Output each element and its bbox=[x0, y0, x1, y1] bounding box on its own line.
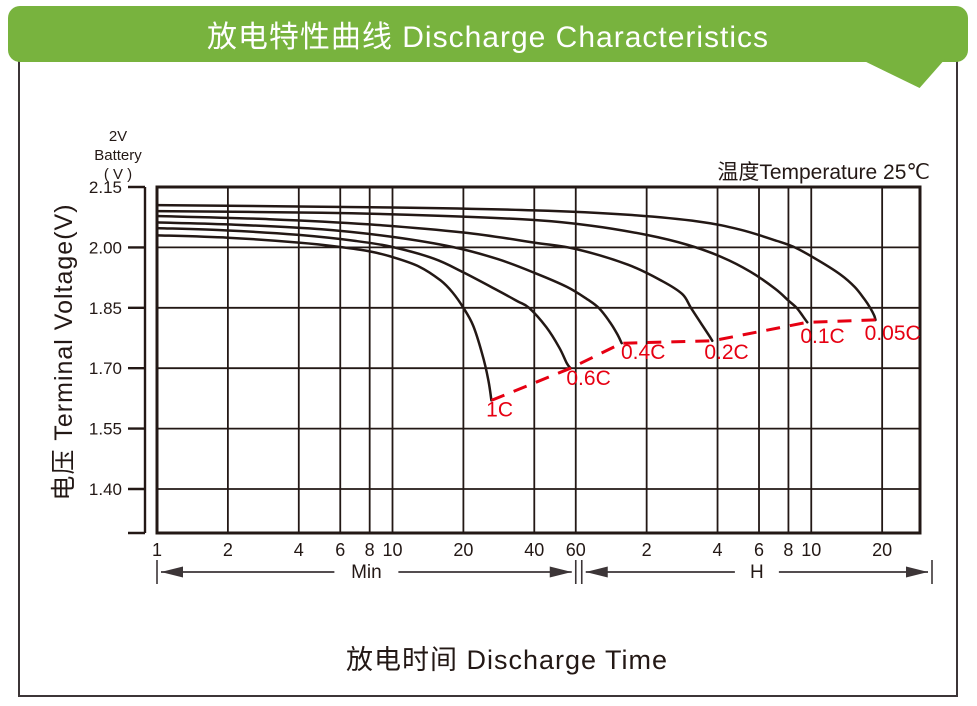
svg-text:2: 2 bbox=[642, 540, 652, 560]
svg-text:0.6C: 0.6C bbox=[566, 367, 610, 390]
title-banner: 放电特性曲线 Discharge Characteristics bbox=[8, 6, 968, 62]
discharge-curves bbox=[155, 203, 877, 402]
svg-text:1C: 1C bbox=[486, 398, 513, 421]
svg-text:60: 60 bbox=[566, 540, 586, 560]
svg-text:0.1C: 0.1C bbox=[800, 325, 844, 348]
svg-text:1.40: 1.40 bbox=[89, 480, 122, 499]
svg-text:2: 2 bbox=[223, 540, 233, 560]
svg-text:1.55: 1.55 bbox=[89, 420, 122, 439]
svg-text:2.15: 2.15 bbox=[89, 178, 122, 197]
svg-text:H: H bbox=[750, 562, 764, 583]
battery-label-line1: 2V bbox=[108, 128, 128, 145]
svg-text:0.05C: 0.05C bbox=[865, 322, 921, 345]
svg-text:4: 4 bbox=[713, 540, 723, 560]
svg-text:1.70: 1.70 bbox=[89, 359, 122, 378]
y-axis-tick-labels: 2.15 2.00 1.85 1.70 1.55 1.40 bbox=[89, 178, 122, 499]
svg-text:8: 8 bbox=[365, 540, 375, 560]
y-axis-scale-bar bbox=[128, 185, 147, 535]
battery-unit-label: 2V Battery ( V ) bbox=[70, 127, 166, 184]
svg-text:6: 6 bbox=[335, 540, 345, 560]
rate-cutoff-dashed-line bbox=[490, 318, 876, 402]
svg-text:40: 40 bbox=[524, 540, 544, 560]
svg-text:10: 10 bbox=[801, 540, 821, 560]
page-title: 放电特性曲线 Discharge Characteristics bbox=[206, 21, 770, 54]
svg-text:4: 4 bbox=[294, 540, 304, 560]
x-axis-tick-labels: 1 2 4 6 8 10 20 40 60 2 4 6 8 10 20 bbox=[152, 540, 892, 560]
curve-rate-labels: 1C 0.6C 0.4C 0.2C 0.1C 0.05C bbox=[486, 322, 921, 422]
battery-label-line2: Battery bbox=[94, 147, 142, 164]
svg-text:0.4C: 0.4C bbox=[621, 341, 665, 364]
svg-text:6: 6 bbox=[754, 540, 764, 560]
svg-text:8: 8 bbox=[783, 540, 793, 560]
x-axis-title: 放电时间 Discharge Time bbox=[345, 645, 669, 675]
plot-grid bbox=[155, 185, 922, 535]
svg-text:1.85: 1.85 bbox=[89, 299, 122, 318]
svg-text:0.2C: 0.2C bbox=[704, 341, 748, 364]
svg-text:20: 20 bbox=[872, 540, 892, 560]
svg-text:Min: Min bbox=[351, 562, 382, 583]
svg-text:20: 20 bbox=[453, 540, 473, 560]
svg-text:2.00: 2.00 bbox=[89, 238, 122, 257]
svg-text:10: 10 bbox=[382, 540, 402, 560]
temperature-annotation: 温度Temperature 25℃ bbox=[717, 161, 930, 184]
svg-text:1: 1 bbox=[152, 540, 162, 560]
battery-label-line3: ( V ) bbox=[103, 166, 133, 183]
time-unit-range-arrows: Min H bbox=[156, 560, 933, 584]
